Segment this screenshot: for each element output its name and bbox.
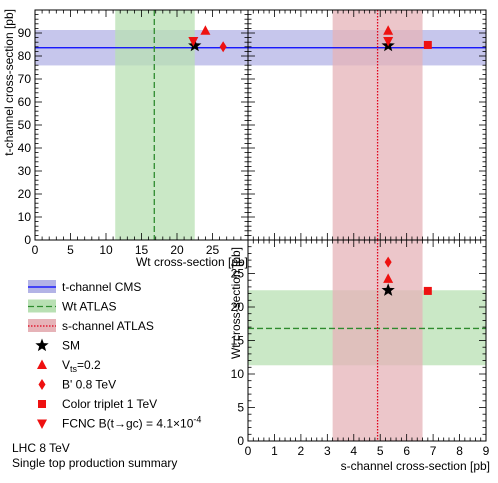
top-left-y-axis-title: t-channel cross-section [pb]: [2, 9, 16, 156]
top-left-y-tick-label: 30: [18, 164, 32, 178]
top-left-y-tick-label: 40: [18, 141, 32, 155]
bottom-right-y-tick-label: 5: [237, 401, 244, 415]
top-left-y-tick-label: 60: [18, 95, 32, 109]
top-right-panel: [247, 9, 487, 241]
legend-marker-diamond: [38, 379, 46, 390]
footer-line-1: LHC 8 TeV: [12, 441, 70, 455]
legend-label: B' 0.8 TeV: [62, 378, 116, 392]
top-right-point-vts-0-2: [383, 25, 394, 35]
bottom-right-plot-area: [248, 240, 486, 441]
top-left-x-tick-label: 5: [67, 243, 74, 257]
bottom-right-point-vts-0-2: [383, 273, 394, 283]
bottom-right-x-tick-label: 2: [298, 444, 305, 458]
top-left-y-tick-label: 20: [18, 187, 32, 201]
top-left-point-vts-0-2: [200, 25, 211, 35]
legend: t-channel CMS Wt ATLAS s-channel ATLAS SM Vt…: [28, 280, 201, 431]
top-left-panel: 0 5 10 15 20 25 0 10 20 30 40 50 60 70 80 90: [18, 9, 249, 257]
top-left-x-axis-title: Wt cross-section [pb]: [136, 255, 248, 269]
top-left-x-tick-label: 15: [135, 243, 149, 257]
bottom-right-y-tick-label: 20: [231, 300, 245, 314]
bottom-right-point-b-0-8-tev: [384, 256, 392, 268]
bottom-right-x-tick-label: 0: [245, 444, 252, 458]
legend-entry: Wt ATLAS: [28, 299, 116, 314]
top-right-point-color-triplet-1-tev: [423, 40, 432, 49]
bottom-right-y-tick-label: 10: [231, 367, 245, 381]
top-left-wt-atlas-band: [115, 10, 195, 240]
top-left-x-tick-label: 0: [32, 243, 39, 257]
bottom-right-x-tick-label: 6: [403, 444, 410, 458]
top-left-point-sm: [188, 38, 202, 52]
bottom-right-point-color-triplet-1-tev: [423, 286, 432, 295]
bottom-right-x-tick-label: 5: [377, 444, 384, 458]
legend-label: SM: [62, 339, 80, 353]
top-left-y-tick-label: 50: [18, 118, 32, 132]
legend-entry: FCNC B(t→gc) = 4.1×10-4: [37, 415, 201, 431]
top-left-point-fcnc: [188, 37, 199, 47]
top-right-point-fcnc: [383, 37, 394, 47]
top-left-y-tick-label: 0: [24, 233, 31, 247]
bottom-right-y-tick-label: 0: [237, 434, 244, 448]
bottom-right-x-tick-label: 4: [350, 444, 357, 458]
legend-entry: s-channel ATLAS: [28, 319, 154, 333]
bottom-right-x-tick-label: 7: [430, 444, 437, 458]
bottom-right-x-tick-label: 8: [456, 444, 463, 458]
legend-label: FCNC B(t→gc) = 4.1×10-4: [62, 415, 201, 431]
footer-line-2: Single top production summary: [12, 456, 177, 470]
bottom-right-x-tick-label: 3: [324, 444, 331, 458]
bottom-right-panel: 0 1 2 3 4 5 6 7 8 9 0 5 10 15 20 25: [231, 239, 490, 458]
top-left-x-tick-label: 20: [170, 243, 184, 257]
bottom-right-point-sm: [381, 283, 395, 296]
legend-marker-square: [38, 400, 46, 408]
top-left-plot-area: [35, 10, 248, 240]
bottom-right-x-tick-label: 9: [483, 444, 490, 458]
legend-label: Vts=0.2: [62, 358, 101, 374]
top-right-plot-area: [248, 10, 486, 240]
bottom-right-x-axis-title: s-channel cross-section [pb]: [341, 459, 490, 473]
legend-label: s-channel ATLAS: [62, 319, 154, 333]
top-left-y-tick-label: 90: [18, 26, 32, 40]
legend-marker-triangle-up: [37, 359, 47, 369]
legend-label: t-channel CMS: [62, 280, 141, 294]
top-left-point-b-0-8-tev: [219, 41, 227, 53]
top-left-y-tick-label: 80: [18, 49, 32, 63]
top-left-x-tick-label: 25: [206, 243, 220, 257]
legend-entry: B' 0.8 TeV: [38, 378, 116, 392]
legend-marker-triangle-down: [37, 419, 47, 429]
legend-entry: Color triplet 1 TeV: [38, 397, 157, 411]
legend-entry: SM: [35, 338, 80, 353]
bottom-right-y-tick-label: 25: [231, 267, 245, 281]
top-left-x-tick-label: 10: [99, 243, 113, 257]
bottom-right-y-tick-label: 15: [231, 334, 245, 348]
bottom-right-y-axis-title: Wt cross-section [pb]: [229, 247, 243, 359]
legend-label: Wt ATLAS: [62, 300, 116, 314]
legend-marker-star: [35, 338, 49, 352]
bottom-right-x-tick-label: 1: [271, 444, 278, 458]
legend-band-swatch: [28, 319, 56, 332]
legend-entry: t-channel CMS: [28, 280, 141, 294]
top-left-y-tick-label: 70: [18, 72, 32, 86]
top-left-y-tick-label: 10: [18, 210, 32, 224]
legend-label: Color triplet 1 TeV: [62, 397, 157, 411]
